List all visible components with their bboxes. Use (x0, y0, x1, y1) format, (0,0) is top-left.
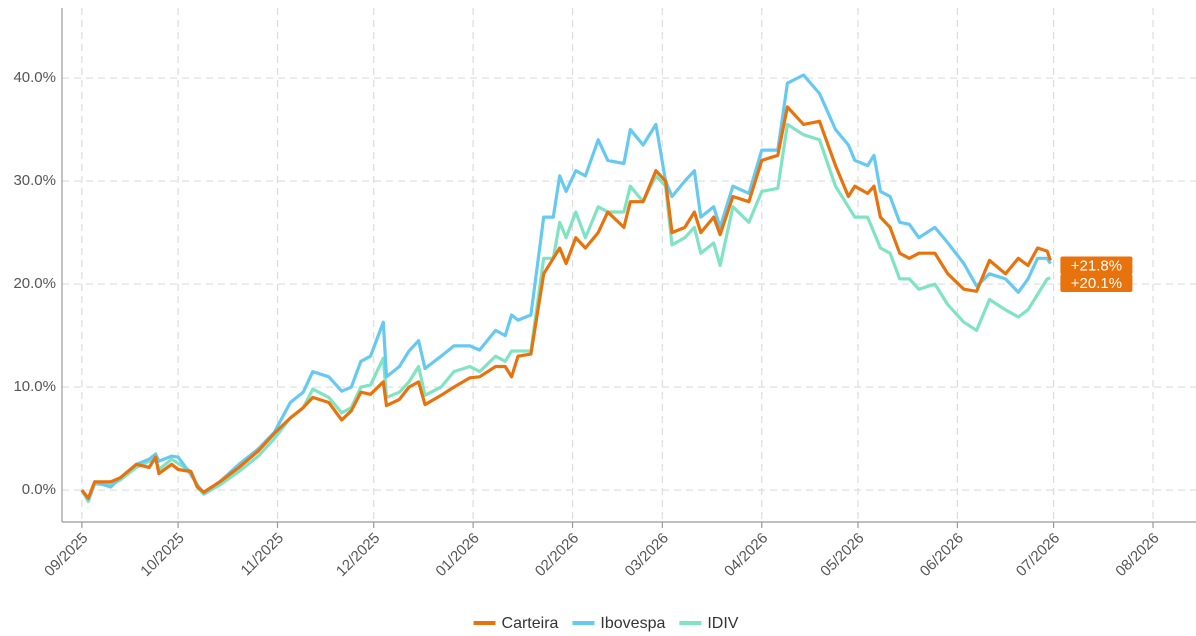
legend: Carteira Ibovespa IDIV (473, 615, 739, 632)
series-line (80, 105, 1052, 500)
x-tick-label: 09/2025 (41, 530, 91, 580)
x-tick-label: 08/2026 (1112, 530, 1162, 580)
series-line (80, 122, 1051, 503)
y-tick-label: 30.0% (13, 172, 56, 189)
series-line (80, 73, 1052, 501)
y-tick-label: 40.0% (13, 69, 56, 86)
x-tick-label: 03/2026 (622, 530, 672, 580)
x-tick-label: 06/2026 (917, 530, 967, 580)
legend-label: Carteira (502, 615, 559, 632)
end-label: +20.1% (1071, 275, 1122, 292)
x-tick-label: 04/2026 (721, 530, 771, 580)
end-label-box (1060, 256, 1133, 275)
y-tick-label: 20.0% (13, 275, 56, 292)
x-tick-label: 02/2026 (532, 530, 582, 580)
legend-label: Ibovespa (600, 615, 665, 632)
x-tick-label: 07/2026 (1013, 530, 1063, 580)
y-tick-label: 0.0% (22, 481, 56, 498)
x-tick-label: 11/2025 (238, 530, 288, 580)
x-tick-label: 12/2025 (333, 530, 383, 580)
x-tick-label: 01/2026 (432, 530, 482, 580)
x-tick-label: 05/2026 (817, 530, 867, 580)
x-tick-label: 10/2025 (137, 530, 187, 580)
y-tick-label: 10.0% (13, 378, 56, 395)
legend-label: IDIV (707, 615, 738, 632)
end-label-box (1060, 274, 1133, 293)
end-label: +21.8% (1071, 257, 1122, 274)
